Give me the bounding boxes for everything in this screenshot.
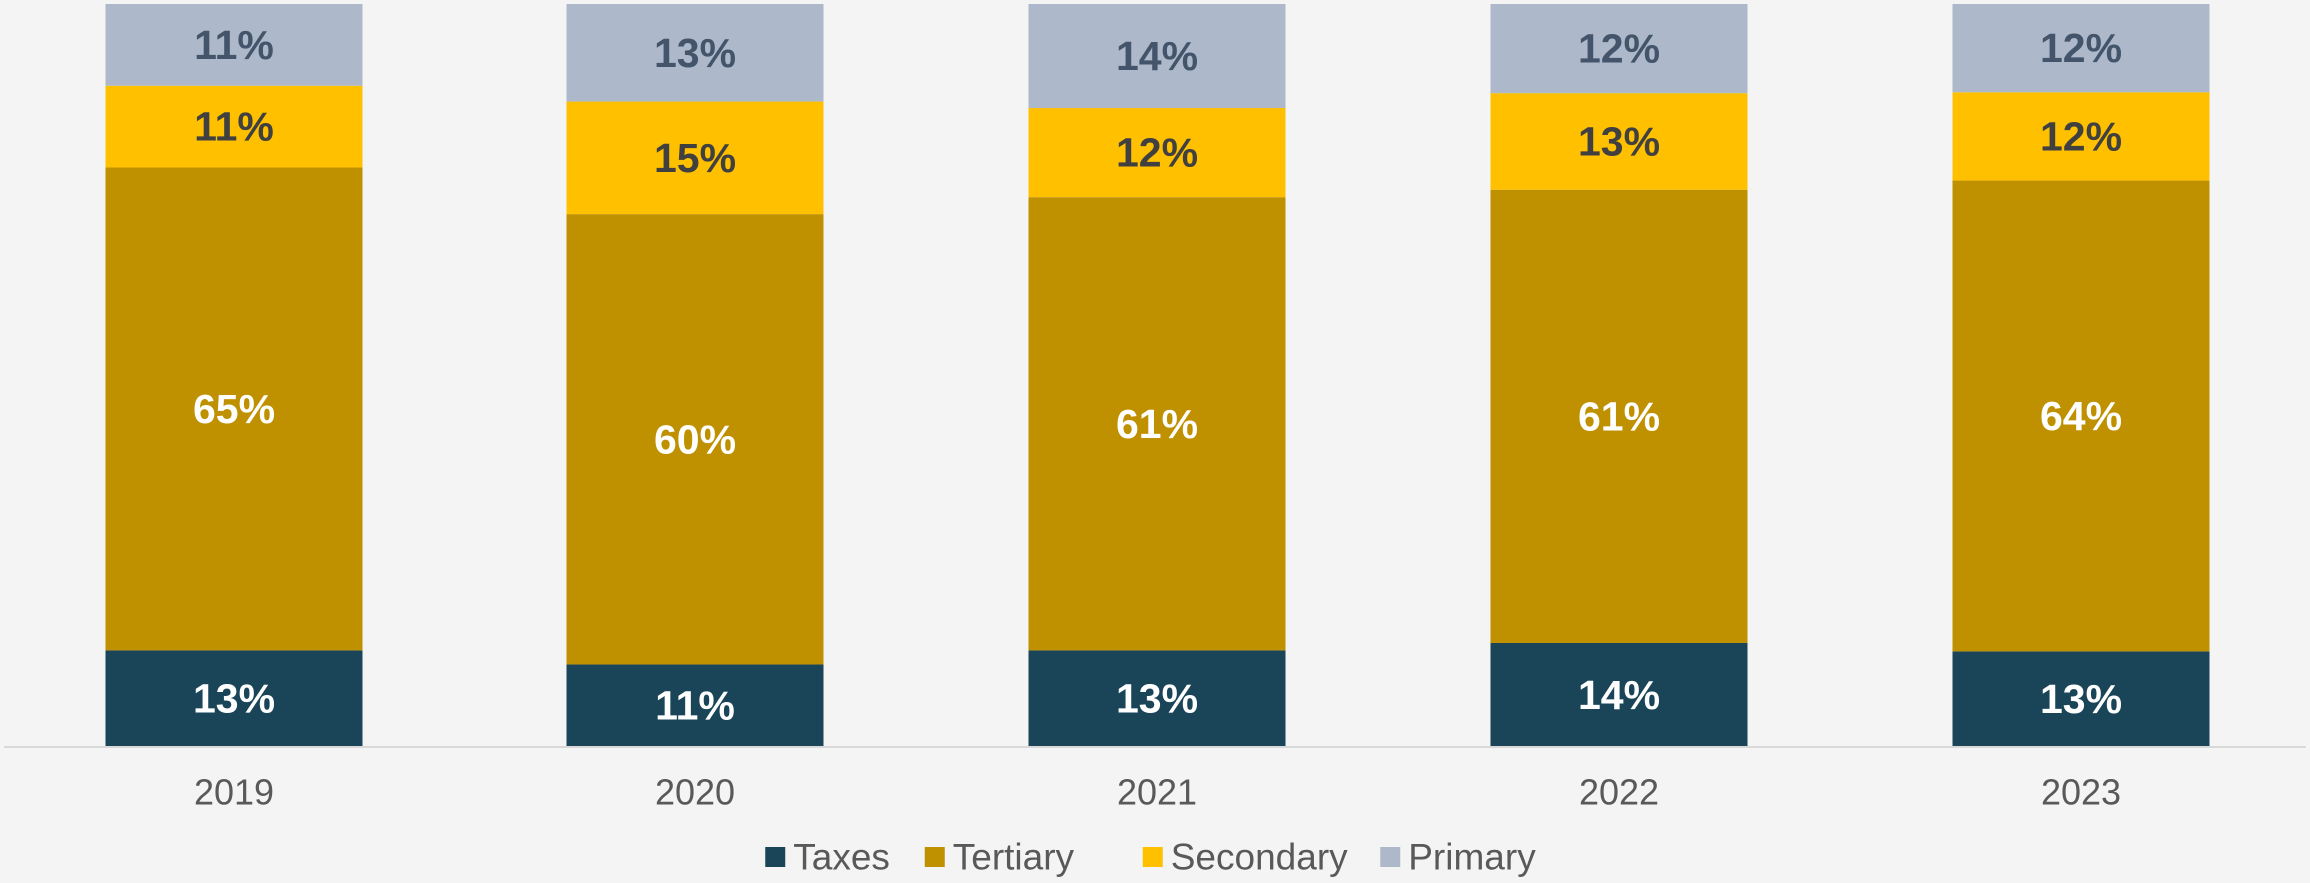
data-label-tertiary-2020: 60% [654,416,736,462]
bar-taxes-2021 [1028,650,1286,747]
bar-taxes-2019 [105,650,363,747]
data-label-primary-2023: 12% [2040,25,2122,71]
bar-secondary-2021 [1028,108,1286,198]
data-label-tertiary-2019: 65% [193,386,275,432]
legend-swatch-primary [1380,847,1401,867]
bar-secondary-2019 [105,85,363,168]
legend-label-tertiary: Tertiary [953,837,1075,878]
data-label-primary-2022: 12% [1578,26,1660,72]
data-label-secondary-2019: 11% [194,104,274,150]
legend-swatch-secondary [1142,847,1163,867]
legend-label-taxes: Taxes [793,837,890,878]
data-label-secondary-2020: 15% [654,135,736,181]
bar-secondary-2023 [1952,92,2210,181]
x-tick-label-2022: 2022 [1579,772,1659,813]
bar-tertiary-2019 [105,167,363,651]
legend-label-secondary: Secondary [1171,837,1348,878]
data-label-tertiary-2022: 61% [1578,393,1660,439]
data-label-primary-2019: 11% [194,22,274,68]
bars-layer: 13% 65% 11% 11% 11% 60% 15% 13% 13% 61% 12% 14% 14% 6… [105,4,2210,747]
bar-taxes-2022 [1490,642,1748,747]
data-label-tertiary-2021: 61% [1116,401,1198,447]
bar-primary-2021 [1028,4,1286,109]
bar-taxes-2023 [1952,651,2210,747]
legend-swatch-tertiary [924,847,945,867]
data-label-secondary-2022: 13% [1578,118,1660,164]
bar-secondary-2020 [566,101,824,215]
data-label-taxes-2021: 13% [1116,676,1198,722]
bar-tertiary-2023 [1952,180,2210,652]
data-label-taxes-2023: 13% [2040,676,2122,722]
data-label-tertiary-2023: 64% [2040,393,2122,439]
data-label-primary-2021: 14% [1116,33,1198,79]
bar-primary-2023 [1952,4,2210,93]
data-label-taxes-2022: 14% [1578,672,1660,718]
legend: Taxes Tertiary Secondary Primary [765,837,1536,878]
bar-primary-2020 [566,4,824,102]
x-tick-label-2020: 2020 [655,772,735,813]
data-label-primary-2020: 13% [654,30,736,76]
x-tick-label-2021: 2021 [1117,772,1197,813]
bar-tertiary-2022 [1490,189,1748,643]
x-tick-label-2019: 2019 [194,772,274,813]
legend-item-taxes: Taxes [765,837,890,878]
bar-tertiary-2021 [1028,197,1286,651]
x-axis-ticks: 2019 2020 2021 2022 2023 [194,772,2121,813]
bar-tertiary-2020 [566,214,824,665]
bar-primary-2019 [105,4,363,86]
x-tick-label-2023: 2023 [2041,772,2121,813]
data-label-secondary-2023: 12% [2040,113,2122,159]
legend-swatch-taxes [765,847,786,867]
data-label-taxes-2020: 11% [655,683,735,729]
bar-secondary-2022 [1490,93,1748,190]
data-label-taxes-2019: 13% [193,676,275,722]
bar-primary-2022 [1490,4,1748,94]
legend-item-primary: Primary [1380,837,1536,878]
data-label-secondary-2021: 12% [1116,130,1198,176]
legend-item-tertiary: Tertiary [924,837,1075,878]
bar-taxes-2020 [566,664,824,747]
legend-label-primary: Primary [1408,837,1536,878]
legend-item-secondary: Secondary [1142,837,1348,878]
